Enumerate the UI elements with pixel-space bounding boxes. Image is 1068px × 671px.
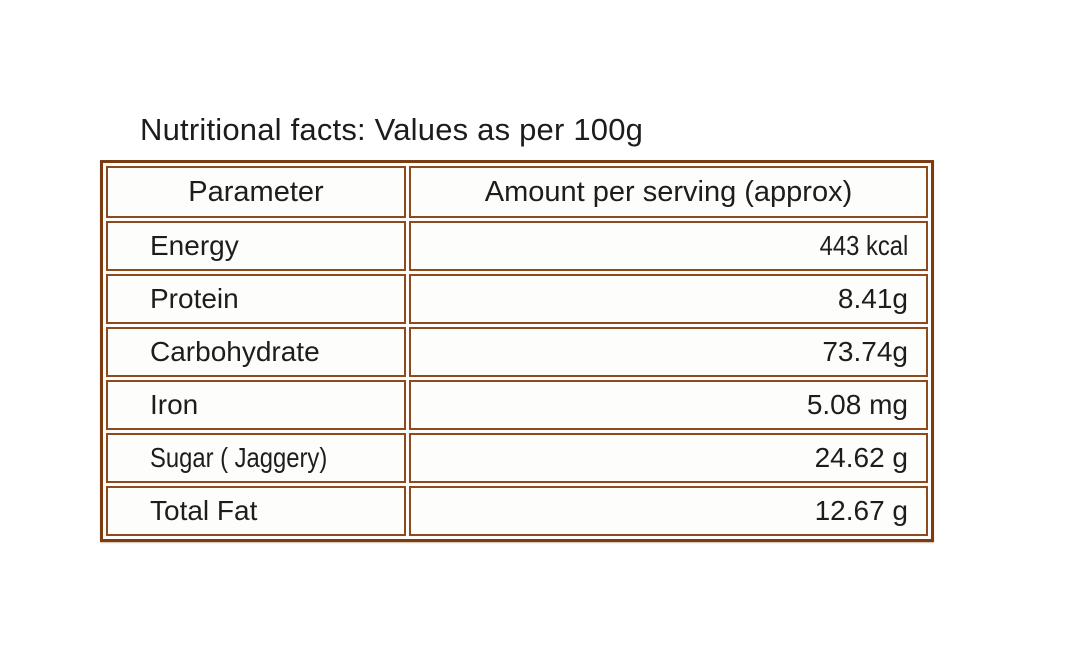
parameter-cell-total-fat: Total Fat <box>106 486 406 536</box>
parameter-label: Protein <box>150 283 239 314</box>
amount-value: 8.41g <box>837 283 908 314</box>
nutrition-facts-table: Parameter Amount per serving (approx) En… <box>100 160 934 542</box>
amount-cell-carbohydrate: 73.74g <box>409 327 928 377</box>
amount-value: 443 kcal <box>819 230 908 261</box>
parameter-cell-iron: Iron <box>106 380 406 430</box>
table-row: Carbohydrate 73.74g <box>106 327 928 377</box>
parameter-label: Iron <box>150 389 199 420</box>
amount-cell-energy: 443 kcal <box>409 221 928 271</box>
table-header-row: Parameter Amount per serving (approx) <box>106 166 928 218</box>
parameter-cell-energy: Energy <box>106 221 406 271</box>
amount-cell-total-fat: 12.67 g <box>409 486 928 536</box>
table-row: Total Fat 12.67 g <box>106 486 928 536</box>
amount-value: 73.74g <box>822 336 908 367</box>
amount-value: 5.08 mg <box>806 389 908 420</box>
amount-value: 24.62 g <box>814 442 908 473</box>
parameter-label: Sugar ( Jaggery) <box>150 442 328 473</box>
table-row: Energy 443 kcal <box>106 221 928 271</box>
amount-column-header: Amount per serving (approx) <box>409 166 928 218</box>
parameter-cell-carbohydrate: Carbohydrate <box>106 327 406 377</box>
amount-cell-iron: 5.08 mg <box>409 380 928 430</box>
amount-cell-sugar: 24.62 g <box>409 433 928 483</box>
parameter-label: Carbohydrate <box>150 336 320 367</box>
table-row: Iron 5.08 mg <box>106 380 928 430</box>
amount-value: 12.67 g <box>814 495 908 526</box>
parameter-cell-sugar: Sugar ( Jaggery) <box>106 433 406 483</box>
table-row: Sugar ( Jaggery) 24.62 g <box>106 433 928 483</box>
parameter-cell-protein: Protein <box>106 274 406 324</box>
amount-cell-protein: 8.41g <box>409 274 928 324</box>
table-row: Protein 8.41g <box>106 274 928 324</box>
parameter-label: Total Fat <box>150 495 258 526</box>
parameter-label: Energy <box>150 230 239 261</box>
parameter-column-header: Parameter <box>106 166 406 218</box>
page-title: Nutritional facts: Values as per 100g <box>140 112 644 147</box>
